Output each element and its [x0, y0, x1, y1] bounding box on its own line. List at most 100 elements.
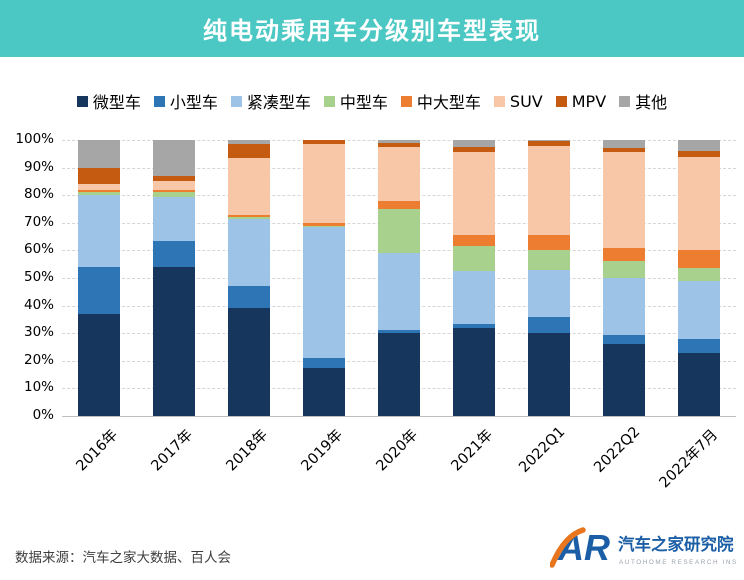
bar-segment	[677, 268, 720, 281]
x-tick-label: 2018年	[223, 426, 272, 475]
bar-segment	[153, 181, 196, 190]
legend-label: 中大型车	[416, 93, 481, 112]
bar-segment	[378, 146, 420, 201]
bar-segment	[527, 269, 570, 317]
plot-area	[62, 140, 736, 417]
bar-segment	[378, 330, 420, 334]
x-tick-label: 2021年	[448, 426, 497, 475]
bar-column	[137, 140, 212, 416]
legend-item: 紧凑型车	[230, 89, 311, 113]
bar-segment	[78, 192, 121, 196]
bar-segment	[228, 157, 271, 215]
stacked-bar	[228, 140, 271, 416]
legend-label: SUV	[509, 91, 543, 111]
legend-item: 中大型车	[400, 89, 481, 113]
chart-legend: 微型车 小型车 紧凑型车 中型车 中大型车 SUV MPV 其他	[0, 88, 744, 114]
bar-segment	[452, 140, 495, 147]
bar-column	[62, 140, 137, 416]
logo-orange-swoosh-icon	[549, 527, 586, 568]
bar-segment	[303, 140, 346, 145]
bar-column	[511, 140, 586, 416]
bar-segment	[677, 352, 720, 416]
bar-segment	[677, 280, 720, 339]
bar-column	[362, 140, 437, 416]
bar-segment	[602, 152, 645, 248]
legend-item: MPV	[555, 92, 606, 111]
bar-segment	[78, 189, 121, 193]
bar-column	[586, 140, 661, 416]
logo-mark-ar: AR	[557, 527, 610, 568]
legend-label: 小型车	[169, 93, 218, 112]
bar-segment	[602, 140, 645, 149]
x-tick-label: 2020年	[373, 426, 422, 475]
legend-item: 微型车	[76, 89, 141, 113]
autohome-logo-graphic: AR 汽车之家研究院 AUTOHOME RESEARCH INSTITUTE	[549, 527, 744, 568]
y-tick-label: 90%	[23, 158, 54, 175]
bar-segment	[153, 175, 196, 182]
bar-segment	[228, 308, 271, 416]
bar-segment	[78, 167, 121, 185]
bar-segment	[228, 218, 271, 287]
bar-segment	[677, 338, 720, 353]
bar-column	[287, 140, 362, 416]
bar-segment	[153, 266, 196, 416]
bar-segment	[303, 144, 346, 223]
stacked-bar	[78, 140, 121, 416]
bar-segment	[527, 333, 570, 416]
bar-segment	[303, 225, 346, 227]
bar-segment	[527, 235, 570, 251]
autohome-logo: AR 汽车之家研究院 AUTOHOME RESEARCH INSTITUTE	[549, 524, 744, 574]
bar-segment	[78, 313, 121, 416]
bar-segment	[677, 151, 720, 157]
legend-swatch-icon	[555, 95, 567, 107]
x-axis-line	[62, 416, 736, 417]
bar-segment	[228, 214, 271, 218]
bar-segment	[527, 141, 570, 146]
bar-segment	[677, 250, 720, 269]
legend-swatch-icon	[323, 95, 335, 107]
bar-segment	[153, 192, 196, 197]
y-tick-label: 20%	[23, 351, 54, 368]
bar-segment	[452, 146, 495, 153]
page-title: 纯电动乘用车分级别车型表现	[203, 17, 541, 45]
x-tick-label: 2017年	[148, 426, 197, 475]
legend-label: 其他	[635, 93, 668, 112]
bar-segment	[378, 140, 420, 143]
legend-label: 紧凑型车	[246, 93, 311, 112]
legend-swatch-icon	[493, 95, 505, 107]
bar-segment	[153, 240, 196, 267]
stacked-bar	[452, 140, 495, 416]
bar-segment	[378, 142, 420, 147]
stacked-bar	[153, 140, 196, 416]
bar-segment	[378, 200, 420, 210]
bar-segment	[378, 253, 420, 331]
bar-segment	[527, 140, 570, 142]
stacked-bar	[527, 140, 570, 416]
bar-segment	[602, 261, 645, 279]
bar-segment	[452, 327, 495, 416]
bar-segment	[78, 140, 121, 168]
bar-segment	[228, 286, 271, 309]
bar-segment	[602, 247, 645, 262]
bar-column	[212, 140, 287, 416]
data-source-note: 数据来源：汽车之家大数据、百人会	[15, 550, 231, 566]
logo-name: 汽车之家研究院	[618, 534, 734, 554]
bar-segment	[527, 145, 570, 236]
y-tick-label: 40%	[23, 296, 54, 313]
y-tick-label: 60%	[23, 241, 54, 258]
bar-column	[661, 140, 736, 416]
bar-segment	[303, 367, 346, 416]
bar-segment	[452, 246, 495, 272]
bar-segment	[452, 235, 495, 247]
x-tick-label: 2019年	[298, 426, 347, 475]
y-tick-label: 30%	[23, 324, 54, 341]
legend-swatch-icon	[230, 95, 242, 107]
legend-item: SUV	[493, 91, 543, 111]
bar-segment	[602, 148, 645, 153]
y-tick-label: 50%	[23, 269, 54, 285]
bar-segment	[378, 209, 420, 254]
bar-segment	[677, 156, 720, 251]
bar-segment	[228, 144, 271, 158]
legend-swatch-icon	[153, 95, 165, 107]
